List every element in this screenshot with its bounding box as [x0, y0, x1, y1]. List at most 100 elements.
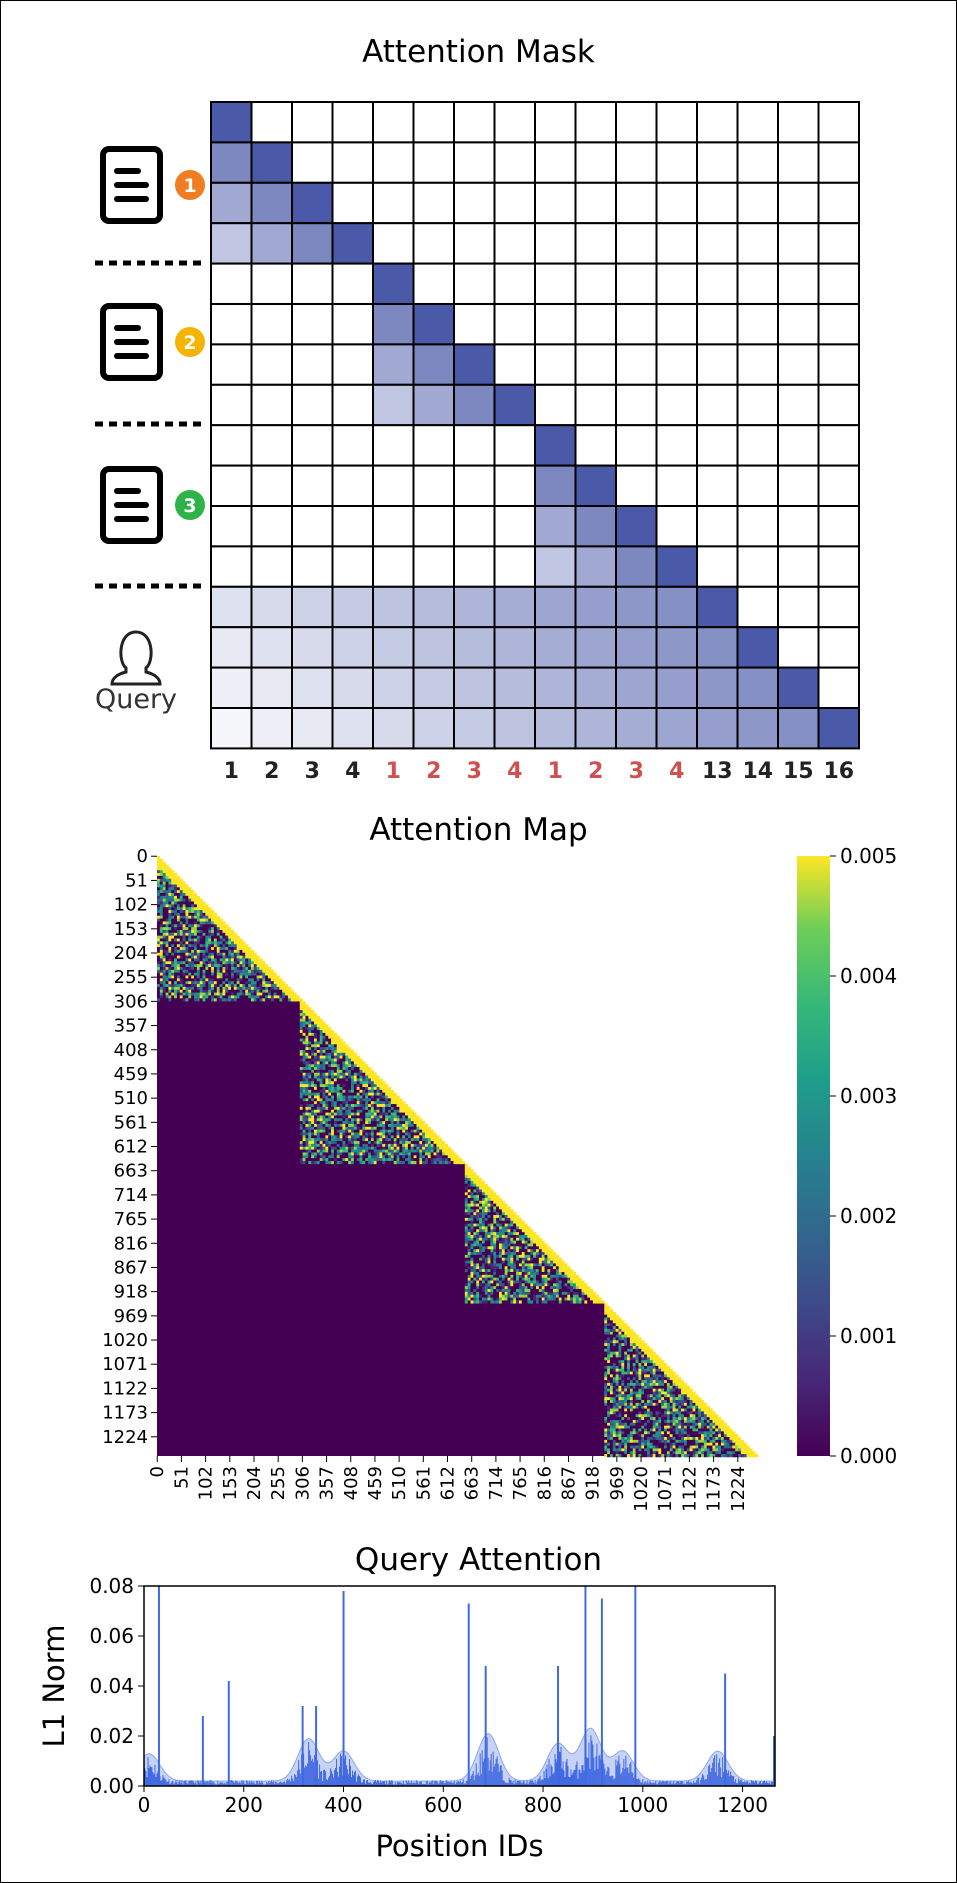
heatmap-cell	[498, 1300, 503, 1304]
heatmap-cell	[399, 1115, 403, 1119]
heatmap-cell	[535, 1274, 540, 1278]
mask-cell	[331, 707, 374, 750]
heatmap-cell	[382, 1081, 386, 1085]
heatmap-cell	[493, 1249, 497, 1253]
heatmap-cell	[250, 972, 255, 976]
mask-cell	[250, 262, 293, 306]
heatmap-cell	[325, 1126, 329, 1130]
heatmap-cell	[193, 904, 198, 908]
heatmap-cell	[510, 1294, 514, 1298]
heatmap-cell	[496, 1289, 500, 1293]
heatmap-cell	[302, 1098, 306, 1102]
heatmap-cell	[282, 981, 286, 985]
heatmap-cell	[476, 1220, 480, 1224]
heatmap-cell	[185, 961, 189, 965]
heatmap-cell	[387, 1126, 392, 1130]
heatmap-cell	[646, 1348, 651, 1352]
heatmap-cell	[331, 1084, 335, 1088]
heatmap-cell	[413, 1118, 417, 1122]
heatmap-cell	[368, 1081, 372, 1085]
heatmap-cell	[362, 1129, 366, 1133]
heatmap-cell	[356, 1081, 360, 1085]
heatmap-cell	[501, 1263, 505, 1267]
heatmap-cell	[612, 1337, 616, 1341]
heatmap-cell	[629, 1357, 634, 1361]
heatmap-cell	[498, 1240, 503, 1244]
heatmap-cell	[541, 1254, 545, 1259]
heatmap-cell	[311, 1064, 315, 1068]
heatmap-cell	[159, 892, 163, 897]
heatmap-cell	[208, 941, 212, 945]
heatmap-cell	[481, 1223, 486, 1227]
heatmap-cell	[348, 1126, 352, 1130]
heatmap-cell	[467, 1206, 471, 1210]
heatmap-cell	[570, 1280, 574, 1284]
heatmap-cell	[196, 955, 200, 959]
heatmap-cell	[530, 1234, 534, 1239]
heatmap-cell	[208, 921, 212, 925]
heatmap-cell	[316, 1160, 320, 1165]
heatmap-cell	[305, 1072, 309, 1076]
heatmap-cell	[302, 1012, 306, 1017]
heatmap-cell	[208, 912, 212, 917]
heatmap-cell	[612, 1311, 616, 1315]
heatmap-cell	[311, 1118, 315, 1122]
heatmap-cell	[447, 1152, 451, 1156]
heatmap-cell	[644, 1368, 648, 1372]
heatmap-cell	[311, 1067, 315, 1071]
heatmap-cell	[199, 944, 203, 948]
heatmap-cell	[419, 1123, 423, 1128]
heatmap-cell	[621, 1337, 625, 1341]
heatmap-cell	[513, 1286, 517, 1290]
heatmap-cell	[191, 995, 195, 999]
heatmap-cell	[464, 1226, 468, 1230]
heatmap-cell	[484, 1249, 488, 1253]
mask-cell	[493, 464, 536, 508]
heatmap-cell	[601, 1300, 605, 1304]
heatmap-cell	[259, 978, 263, 982]
heatmap-cell	[228, 932, 232, 936]
heatmap-cell	[339, 1086, 343, 1091]
heatmap-cell	[379, 1155, 383, 1159]
heatmap-cell	[316, 1075, 320, 1079]
heatmap-cell	[182, 941, 186, 945]
heatmap-cell	[331, 1112, 335, 1116]
heatmap-cell	[439, 1160, 443, 1165]
heatmap-cell	[436, 1149, 440, 1153]
heatmap-cell	[419, 1155, 423, 1159]
heatmap-cell	[541, 1246, 545, 1250]
heatmap-cell	[481, 1212, 486, 1216]
heatmap-cell	[228, 989, 232, 993]
heatmap-cell	[365, 1126, 369, 1130]
heatmap-cell	[385, 1138, 389, 1142]
heatmap-cell	[342, 1132, 346, 1136]
heatmap-cell	[188, 929, 192, 934]
heatmap-cell	[402, 1141, 406, 1145]
heatmap-cell	[179, 981, 183, 985]
heatmap-cell	[199, 966, 203, 971]
heatmap-cell	[219, 964, 223, 968]
heatmap-cell	[498, 1209, 503, 1213]
heatmap-cell	[328, 1072, 332, 1076]
group-badge-number: 1	[183, 175, 196, 197]
heatmap-cell	[396, 1152, 400, 1156]
heatmap-cell	[527, 1254, 531, 1259]
heatmap-cell	[621, 1363, 625, 1367]
mask-cell	[250, 626, 293, 669]
heatmap-cell	[615, 1380, 619, 1384]
heatmap-cell	[615, 1345, 619, 1350]
heatmap-cell	[253, 995, 257, 999]
heatmap-cell	[479, 1192, 483, 1196]
heatmap-cell	[233, 989, 237, 993]
heatmap-cell	[479, 1286, 483, 1290]
heatmap-cell	[339, 1118, 343, 1122]
heatmap-cell	[385, 1086, 389, 1091]
heatmap-cell	[265, 978, 269, 982]
mask-cell	[210, 666, 253, 709]
heatmap-cell	[165, 918, 169, 922]
heatmap-cell	[205, 944, 209, 948]
heatmap-cell	[168, 938, 172, 942]
heatmap-cell	[359, 1092, 363, 1096]
heatmap-cell	[199, 964, 203, 968]
heatmap-cell	[479, 1178, 483, 1182]
